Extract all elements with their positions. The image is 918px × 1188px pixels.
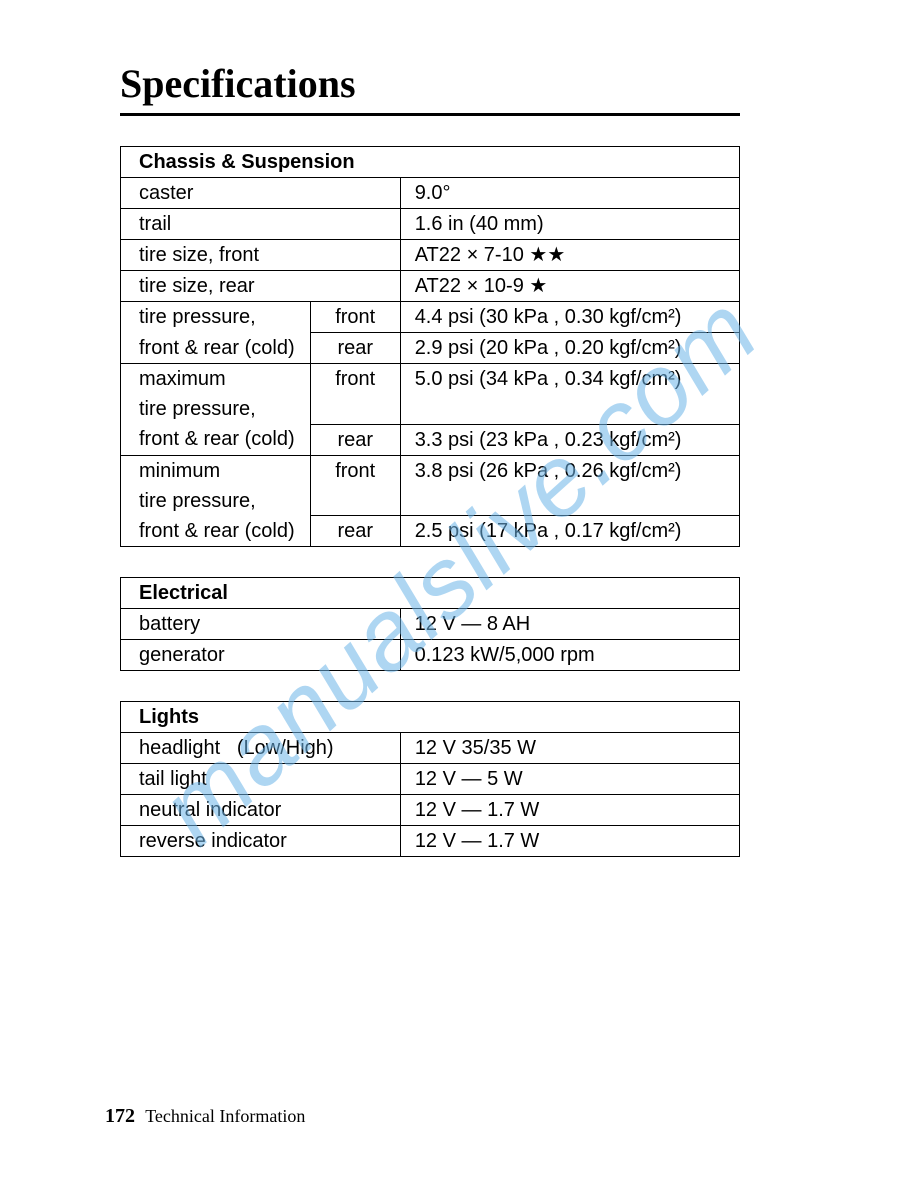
electrical-table: Electrical battery 12 V — 8 AH generator… [120, 577, 740, 671]
row-sublabel: front [310, 302, 400, 333]
row-label: battery [121, 609, 401, 640]
row-label: caster [121, 178, 401, 209]
row-value: 0.123 kW/5,000 rpm [400, 640, 739, 671]
section-header-lights: Lights [121, 702, 740, 733]
row-value: 3.8 psi (26 kPa , 0.26 kgf/cm²) [400, 455, 739, 486]
page-footer: 172 Technical Information [105, 1105, 305, 1128]
row-value: 5.0 psi (34 kPa , 0.34 kgf/cm²) [400, 364, 739, 395]
page-title: Specifications [120, 60, 740, 116]
row-value: 9.0° [400, 178, 739, 209]
row-label: tire size, rear [121, 271, 401, 302]
row-label: tire size, front [121, 240, 401, 271]
row-label: tire pressure, [121, 302, 311, 333]
section-header-chassis: Chassis & Suspension [121, 147, 740, 178]
row-label: tire pressure, [121, 486, 311, 516]
row-value: 12 V — 1.7 W [400, 826, 739, 857]
row-label: maximum [121, 364, 311, 395]
row-label: neutral indicator [121, 795, 401, 826]
row-value: 12 V — 8 AH [400, 609, 739, 640]
row-label: headlight (Low/High) [121, 733, 401, 764]
row-value: 4.4 psi (30 kPa , 0.30 kgf/cm²) [400, 302, 739, 333]
row-label: front & rear (cold) [121, 424, 311, 455]
chassis-suspension-table: Chassis & Suspension caster 9.0° trail 1… [120, 146, 740, 547]
row-value: AT22 × 10-9 ★ [400, 271, 739, 302]
row-value: 12 V — 1.7 W [400, 795, 739, 826]
row-value: 12 V — 5 W [400, 764, 739, 795]
row-value: 1.6 in (40 mm) [400, 209, 739, 240]
row-label: minimum [121, 455, 311, 486]
row-value: 2.5 psi (17 kPa , 0.17 kgf/cm²) [400, 516, 739, 547]
row-sublabel: front [310, 455, 400, 486]
row-label: front & rear (cold) [121, 516, 311, 547]
row-sublabel: rear [310, 333, 400, 364]
section-header-electrical: Electrical [121, 578, 740, 609]
row-sublabel: rear [310, 516, 400, 547]
row-value: 3.3 psi (23 kPa , 0.23 kgf/cm²) [400, 424, 739, 455]
row-label: reverse indicator [121, 826, 401, 857]
row-label: generator [121, 640, 401, 671]
row-value: AT22 × 7-10 ★★ [400, 240, 739, 271]
page-number: 172 [105, 1105, 135, 1127]
row-sublabel: rear [310, 424, 400, 455]
row-value: 2.9 psi (20 kPa , 0.20 kgf/cm²) [400, 333, 739, 364]
row-label: trail [121, 209, 401, 240]
row-label: front & rear (cold) [121, 333, 311, 364]
row-label: tire pressure, [121, 394, 311, 424]
row-sublabel: front [310, 364, 400, 395]
lights-table: Lights headlight (Low/High) 12 V 35/35 W… [120, 701, 740, 857]
footer-section: Technical Information [145, 1106, 305, 1126]
row-label: tail light [121, 764, 401, 795]
row-value: 12 V 35/35 W [400, 733, 739, 764]
